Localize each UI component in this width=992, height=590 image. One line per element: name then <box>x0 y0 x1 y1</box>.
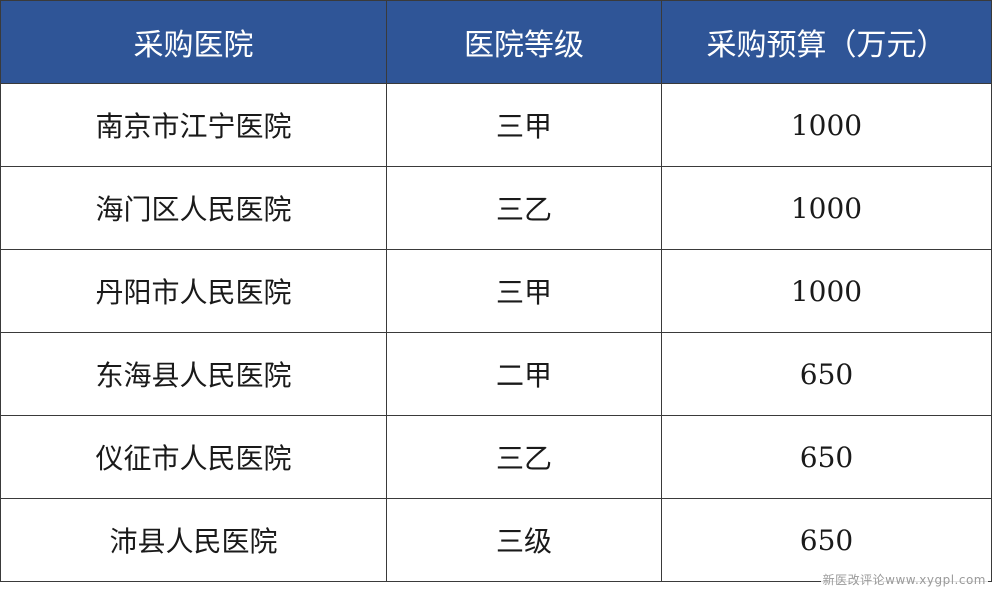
cell-hospital: 南京市江宁医院 <box>0 83 387 167</box>
header-hospital-level: 医院等级 <box>386 0 662 84</box>
cell-level: 三甲 <box>386 249 662 333</box>
cell-level: 三乙 <box>386 166 662 250</box>
header-budget: 采购预算（万元） <box>661 0 992 84</box>
watermark: 新医改评论www.xygpl.com <box>820 571 988 588</box>
cell-level: 三乙 <box>386 415 662 499</box>
cell-hospital: 仪征市人民医院 <box>0 415 387 499</box>
cell-budget: 1000 <box>661 166 992 250</box>
cell-hospital: 沛县人民医院 <box>0 498 387 582</box>
cell-level: 三级 <box>386 498 662 582</box>
cell-level: 二甲 <box>386 332 662 416</box>
cell-budget: 1000 <box>661 249 992 333</box>
cell-budget: 1000 <box>661 83 992 167</box>
table-header-row: 采购医院 医院等级 采购预算（万元） <box>0 0 992 84</box>
header-hospital: 采购医院 <box>0 0 387 84</box>
cell-level: 三甲 <box>386 83 662 167</box>
cell-budget: 650 <box>661 332 992 416</box>
table-row: 仪征市人民医院 三乙 650 <box>0 415 992 499</box>
cell-hospital: 东海县人民医院 <box>0 332 387 416</box>
table-row: 东海县人民医院 二甲 650 <box>0 332 992 416</box>
table-row: 南京市江宁医院 三甲 1000 <box>0 83 992 167</box>
cell-budget: 650 <box>661 498 992 582</box>
table-row: 海门区人民医院 三乙 1000 <box>0 166 992 250</box>
cell-hospital: 海门区人民医院 <box>0 166 387 250</box>
cell-budget: 650 <box>661 415 992 499</box>
table-row: 沛县人民医院 三级 650 <box>0 498 992 582</box>
table-row: 丹阳市人民医院 三甲 1000 <box>0 249 992 333</box>
cell-hospital: 丹阳市人民医院 <box>0 249 387 333</box>
